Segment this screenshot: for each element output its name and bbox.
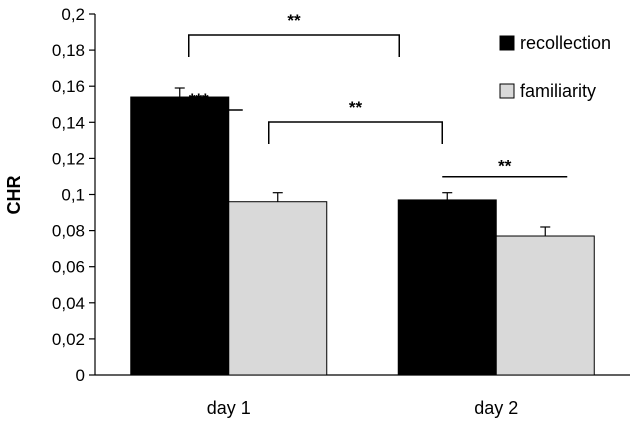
- sig-recollection-label: **: [287, 11, 301, 30]
- y-axis-title: CHR: [4, 176, 24, 215]
- y-tick-label: 0,08: [52, 222, 85, 241]
- bar-recollection-1: [397, 199, 497, 376]
- x-category-label: day 2: [474, 398, 518, 418]
- bar-recollection-0: [130, 96, 230, 376]
- y-tick-label: 0,1: [61, 186, 85, 205]
- y-tick-label: 0,04: [52, 294, 85, 313]
- y-tick-label: 0,12: [52, 149, 85, 168]
- legend-swatch-familiarity: [499, 83, 515, 99]
- bar-familiarity-0: [228, 201, 328, 376]
- y-tick-label: 0,16: [52, 77, 85, 96]
- sig-familiarity-label: **: [349, 98, 363, 117]
- sig-day2-label: **: [498, 157, 512, 176]
- y-axis-ticks: 0 0,02 0,04 0,06 0,08 0,1 0,12 0,14 0,16 0,18 0,2: [52, 5, 95, 385]
- y-tick-label: 0,14: [52, 113, 85, 132]
- sig-recollection-line: [188, 34, 400, 57]
- legend-label-recollection: recollection: [520, 33, 611, 53]
- y-tick-label: 0,06: [52, 258, 85, 277]
- sig-day1-label: ***: [189, 90, 209, 109]
- y-tick-label: 0,02: [52, 330, 85, 349]
- y-tick-label: 0,18: [52, 41, 85, 60]
- legend-swatch-recollection: [499, 35, 515, 51]
- y-tick-label: 0: [76, 366, 85, 385]
- legend-label-familiarity: familiarity: [520, 81, 596, 101]
- y-tick-label: 0,2: [61, 5, 85, 24]
- category-labels: day 1 day 2: [207, 398, 519, 418]
- sig-familiarity-line: [268, 121, 443, 144]
- bars: [130, 87, 595, 376]
- bar-familiarity-1: [495, 235, 595, 376]
- x-category-label: day 1: [207, 398, 251, 418]
- legend: recollection familiarity: [499, 33, 611, 101]
- significance-brackets: *********: [154, 11, 568, 178]
